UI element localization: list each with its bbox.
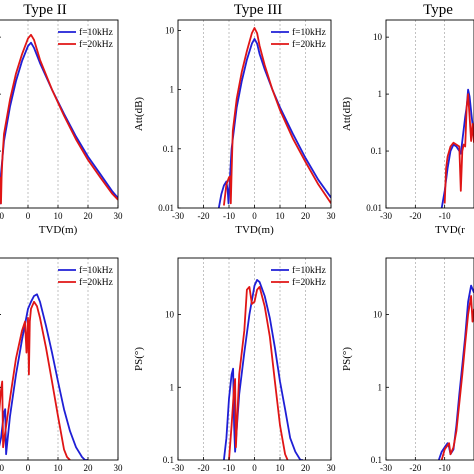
x-tick-label: 0 <box>26 463 31 473</box>
y-tick-label: 10 <box>165 25 175 35</box>
plot-frame <box>0 257 119 461</box>
series-line-2 <box>440 295 474 460</box>
series-line-1 <box>440 88 474 208</box>
chart-panel-5: -30-20-1001020300.1110TVD(m)PS(°)f=10kHz… <box>133 257 337 473</box>
series-line-2 <box>0 33 118 205</box>
x-tick-label: -20 <box>409 463 421 473</box>
chart-title: Type III <box>234 2 283 18</box>
y-tick-label: 1 <box>378 382 383 392</box>
legend-label: f=10kHz <box>79 265 113 276</box>
y-axis-label: PS(°) <box>133 347 145 371</box>
x-tick-label: 10 <box>54 211 64 221</box>
x-tick-label: -10 <box>223 211 235 221</box>
legend-label: f=10kHz <box>79 27 113 38</box>
series-line-2 <box>228 285 289 460</box>
x-tick-label: -30 <box>380 211 392 221</box>
legend-label: f=20kHz <box>292 39 326 50</box>
legend-label: f=20kHz <box>79 39 113 50</box>
y-axis-label: PS(°) <box>341 347 353 371</box>
x-tick-label: -10 <box>439 211 451 221</box>
y-tick-label: 0.1 <box>371 455 382 465</box>
chart-panel-3: -30 -20 -10 0.01 0.1 1 10 TVD(r Att(dB) Type <box>341 2 474 236</box>
series-line-1 <box>0 41 118 205</box>
y-tick-label: 10 <box>165 310 175 320</box>
x-axis-label: TVD(m) <box>39 224 78 236</box>
y-axis-label: Att(dB) <box>341 97 353 132</box>
plot-frame <box>385 257 474 461</box>
series-line-2 <box>0 300 71 460</box>
x-tick-label: 30 <box>114 463 124 473</box>
y-tick-label: 10 <box>373 32 383 42</box>
x-tick-label: 10 <box>276 211 286 221</box>
x-tick-label: -10 <box>439 463 451 473</box>
x-tick-label: -30 <box>380 463 392 473</box>
x-tick-label: -20 <box>198 211 210 221</box>
y-tick-label: 1 <box>170 85 175 95</box>
x-tick-label: 30 <box>114 211 124 221</box>
chart-title: Type II <box>23 2 67 18</box>
y-axis-label: Att(dB) <box>133 97 145 132</box>
x-tick-label: -10 <box>223 463 235 473</box>
x-tick-label: 10 <box>276 463 286 473</box>
x-tick-label: 30 <box>327 463 337 473</box>
y-tick-label: 0.1 <box>163 144 174 154</box>
chart-title: Type <box>423 2 453 18</box>
x-tick-label: 0 <box>252 211 257 221</box>
y-tick-label: 0.1 <box>163 455 174 465</box>
legend-label: f=20kHz <box>292 277 326 288</box>
y-tick-label: 1 <box>170 382 175 392</box>
x-tick-label: 20 <box>301 463 311 473</box>
x-tick-label: 0 <box>26 211 31 221</box>
legend-label: f=10kHz <box>292 265 326 276</box>
series-line-1 <box>223 278 303 460</box>
x-tick-label: -10 <box>0 211 4 221</box>
plot-frame <box>385 19 474 209</box>
x-tick-label: 20 <box>301 211 311 221</box>
y-tick-label: 0.1 <box>371 146 382 156</box>
x-axis-label: TVD(r <box>435 224 465 236</box>
x-tick-label: -20 <box>409 211 421 221</box>
series-line-1 <box>217 38 331 208</box>
x-tick-label: 20 <box>84 463 94 473</box>
x-tick-label: 10 <box>54 463 64 473</box>
y-tick-label: 0.01 <box>158 203 174 213</box>
legend-label: f=10kHz <box>292 27 326 38</box>
x-tick-label: -30 <box>172 211 184 221</box>
x-tick-label: 0 <box>252 463 257 473</box>
series-line-2 <box>223 27 331 206</box>
y-tick-label: 10 <box>373 310 383 320</box>
x-tick-label: 20 <box>84 211 94 221</box>
x-tick-label: 30 <box>327 211 337 221</box>
x-axis-label: TVD(m) <box>235 224 274 236</box>
x-tick-label: -20 <box>198 463 210 473</box>
legend-label: f=20kHz <box>79 277 113 288</box>
y-tick-label: 1 <box>378 89 383 99</box>
y-tick-label: 0.01 <box>366 203 382 213</box>
chart-panel-2: -30 -20 -10 0 10 20 300.010.1110TVD(m)Att(dB)T… <box>133 2 336 236</box>
series-line-2 <box>443 93 474 204</box>
x-tick-label: -30 <box>172 463 184 473</box>
x-tick-label: -10 <box>0 463 4 473</box>
